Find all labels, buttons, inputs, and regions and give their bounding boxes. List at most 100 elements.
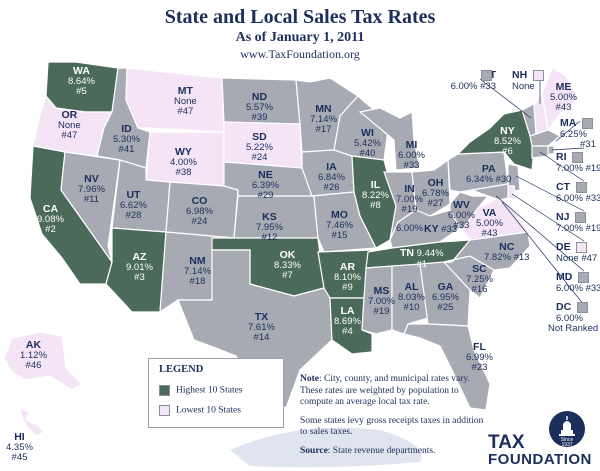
legend: LEGEND Highest 10 States Lowest 10 State… — [148, 358, 284, 428]
label-AK: AK 1.12% #46 — [20, 339, 47, 371]
label-SC: SC 7.25% #16 — [466, 263, 493, 295]
source-text: Source: State revenue departments. — [300, 445, 436, 456]
label-NV: NV 7.96% #11 — [78, 173, 105, 205]
label-NC: NC 7.82% #13 — [484, 241, 530, 263]
label-AL: AL 8.03% #10 — [398, 281, 425, 313]
swatch-VT — [481, 70, 492, 81]
label-WA: WA 8.64% #5 — [68, 65, 95, 97]
label-OK: OK 8.33% #7 — [274, 249, 301, 281]
connector-line — [515, 175, 585, 212]
label-CA: CA 9.08% #2 — [37, 203, 64, 235]
tax-foundation-logo: Since 1937 TAX FOUNDATION — [488, 408, 600, 470]
label-CO: CO 6.98% #24 — [186, 195, 213, 227]
label-WY: WY 4.00% #38 — [170, 146, 197, 178]
label-WI: WI 5.42% #40 — [354, 127, 381, 159]
state-MA[interactable] — [529, 129, 562, 147]
side-label-NJ: NJ 7.00% #19 — [556, 211, 600, 234]
label-VA: VA 5.00% #43 — [476, 207, 503, 239]
label-LA: LA 8.69% #4 — [334, 305, 361, 337]
swatch-CT — [575, 182, 587, 193]
label-ME: ME 5.00% #43 — [550, 81, 577, 113]
label-IL: IL 8.22% #8 — [362, 179, 389, 211]
label-IA: IA 6.84% #26 — [318, 161, 345, 193]
label-NE: NE 6.39% #29 — [252, 169, 279, 201]
legend-title: LEGEND — [159, 364, 204, 375]
label-AZ: AZ 9.01% #3 — [126, 251, 153, 283]
swatch-NJ — [575, 212, 587, 223]
label-AR: AR 8.10% #9 — [334, 261, 361, 293]
state-MI[interactable] — [358, 107, 421, 171]
connector-line — [555, 120, 581, 142]
label-MO: MO 7.46% #15 — [326, 209, 353, 241]
state-WV[interactable] — [449, 191, 490, 231]
side-label-RI: RI 7.00% #19 — [556, 151, 600, 174]
label-KY-2: KY #33 — [424, 223, 458, 235]
label-NM: NM 7.14% #18 — [184, 255, 211, 287]
swatch-RI — [572, 152, 584, 163]
label-TN: TN 9.44% #1 — [400, 247, 444, 270]
state-MD[interactable] — [469, 183, 509, 201]
capitol-seal-icon: Since 1937 — [549, 411, 585, 448]
label-GA: GA 6.95% #25 — [432, 281, 459, 313]
notes: Note: City, county, and municipal rates … — [300, 374, 486, 464]
receipts-text: Some states levy gross receipts taxes in… — [300, 415, 484, 438]
connector-line — [479, 78, 532, 119]
state-HI[interactable] — [19, 407, 46, 437]
swatch-MA — [581, 118, 593, 129]
label-NY: NY 8.52% #6 — [494, 125, 521, 157]
label-UT: UT 6.62% #28 — [120, 189, 147, 221]
state-FL[interactable] — [403, 323, 491, 411]
label-ND: ND 5.57% #39 — [246, 91, 273, 123]
label-IN: IN 7.00% #19 — [396, 183, 423, 215]
swatch-MD — [577, 272, 589, 283]
page-subtitle: As of January 1, 2011 — [235, 30, 365, 45]
side-label-DE: DE None #47 — [556, 241, 598, 264]
ocean-shade — [230, 427, 422, 468]
label-KS: KS 7.95% #12 — [256, 211, 283, 243]
svg-text:Since: Since — [561, 437, 574, 443]
swatch-DC — [576, 302, 588, 313]
logo-word-foundation: FOUNDATION — [488, 451, 592, 468]
legend-swatch-highest — [159, 385, 170, 396]
state-DE[interactable] — [507, 185, 517, 201]
state-GA[interactable] — [419, 261, 471, 327]
label-OH: OH 6.78% #27 — [422, 177, 449, 209]
state-TX[interactable] — [177, 249, 333, 409]
logo-word-tax: TAX — [488, 432, 525, 453]
note-text: Note: City, county, and municipal rates … — [300, 374, 470, 407]
legend-label-highest: Highest 10 States — [176, 385, 243, 396]
side-label-MD: MD 6.00% #33 — [556, 271, 600, 294]
label-MT: MT None #47 — [174, 85, 197, 117]
website-link[interactable]: www.TaxFoundation.org — [240, 47, 360, 61]
connector-line — [495, 195, 585, 272]
label-ID: ID 5.30% #41 — [113, 123, 140, 155]
legend-item-highest: Highest 10 States — [159, 385, 243, 396]
side-label-NH: NH None — [512, 70, 544, 92]
side-label-MA: MA 6.25% #31 — [560, 117, 596, 151]
page-title: State and Local Sales Tax Rates — [164, 6, 436, 28]
side-label-CT: CT 6.00% #33 — [556, 181, 600, 204]
swatch-DE — [576, 242, 588, 253]
label-SD: SD 5.22% #24 — [246, 131, 273, 163]
connector-line — [501, 201, 585, 306]
side-label-DC: DC 6.00% Not Ranked — [548, 301, 599, 335]
connector-line — [511, 193, 585, 242]
label-PA: PA 6.34% #30 — [466, 163, 512, 185]
state-IL[interactable] — [351, 155, 397, 249]
label-HI: HI 4.35% #45 — [6, 431, 33, 463]
swatch-NH — [532, 70, 544, 81]
label-MS: MS 7.00% #19 — [368, 285, 395, 317]
svg-text:1937: 1937 — [561, 442, 572, 448]
connector-line — [551, 147, 585, 151]
label-KY: 6.00% — [396, 223, 423, 234]
connector-line — [539, 151, 585, 182]
label-WV: WV 6.00% #33 — [448, 199, 475, 231]
state-AK[interactable] — [3, 331, 83, 391]
legend-item-lowest: Lowest 10 States — [159, 405, 241, 416]
label-FL: FL 6.99% #23 — [466, 341, 493, 373]
label-MN: MN 7.14% #17 — [310, 103, 337, 135]
legend-swatch-lowest — [159, 405, 170, 416]
legend-label-lowest: Lowest 10 States — [176, 405, 241, 416]
label-MI: MI 6.00% #33 — [398, 139, 425, 171]
